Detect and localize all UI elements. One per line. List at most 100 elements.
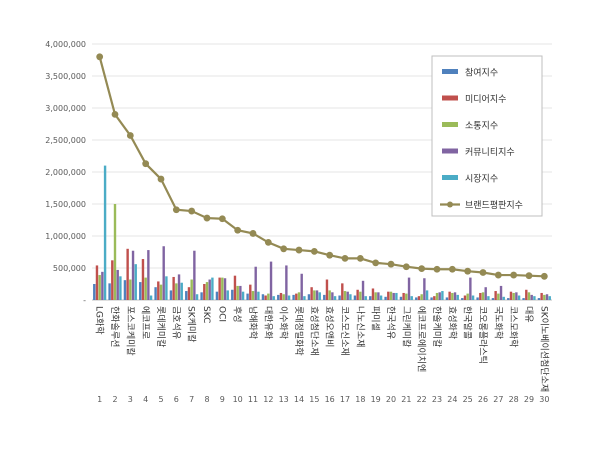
legend-label: 미디어지수 bbox=[465, 94, 506, 105]
brand-index-point bbox=[295, 246, 303, 254]
bar bbox=[103, 165, 107, 300]
bar bbox=[420, 294, 423, 300]
category-label: SKC bbox=[201, 306, 211, 323]
bar bbox=[487, 296, 490, 300]
bar bbox=[157, 281, 160, 300]
bar bbox=[338, 295, 341, 300]
bar bbox=[272, 296, 275, 300]
bar bbox=[356, 289, 359, 300]
brand-index-point bbox=[494, 271, 502, 279]
bar bbox=[159, 284, 163, 300]
bar bbox=[466, 293, 469, 300]
rank-label: 24 bbox=[447, 395, 457, 404]
bar bbox=[333, 296, 337, 300]
bar bbox=[119, 276, 122, 300]
bar bbox=[494, 291, 497, 300]
category-label: 롯데정밀화학 bbox=[293, 306, 305, 356]
bar bbox=[527, 292, 531, 300]
bar bbox=[241, 291, 245, 300]
bar bbox=[236, 285, 239, 300]
legend-label: 브랜드평판지수 bbox=[465, 200, 523, 211]
bar bbox=[540, 292, 543, 300]
brand-index-point bbox=[203, 214, 211, 222]
rank-label: 23 bbox=[432, 395, 442, 404]
category-label: 대한유화 bbox=[262, 306, 273, 339]
category-label: 한솔케미칼 bbox=[431, 306, 442, 347]
brand-index-point bbox=[356, 255, 364, 262]
bar bbox=[139, 282, 142, 300]
bar bbox=[377, 292, 380, 300]
brand-index-point bbox=[387, 260, 395, 268]
bar bbox=[325, 279, 329, 300]
bar bbox=[533, 296, 536, 300]
brand-index-point bbox=[157, 175, 165, 183]
bar bbox=[175, 283, 178, 300]
bar bbox=[93, 284, 96, 300]
bar bbox=[433, 296, 436, 300]
bar bbox=[415, 297, 418, 300]
brand-index-point bbox=[218, 215, 226, 223]
bar bbox=[226, 290, 229, 300]
legend-swatch bbox=[442, 69, 458, 74]
rank-label: 14 bbox=[294, 395, 304, 404]
brand-index-point bbox=[126, 132, 134, 139]
bar bbox=[211, 277, 214, 300]
category-label: 코오롱플라스틱 bbox=[477, 306, 489, 364]
legend-swatch bbox=[442, 175, 458, 180]
bar bbox=[251, 291, 255, 300]
bar bbox=[108, 283, 111, 300]
bar bbox=[313, 290, 316, 300]
category-label: 그린케미칼 bbox=[400, 306, 411, 347]
bar bbox=[249, 284, 252, 300]
bar bbox=[417, 296, 421, 300]
category-label: 효성오앤비 bbox=[324, 306, 335, 347]
rank-label: 5 bbox=[158, 395, 163, 404]
bar bbox=[349, 294, 352, 300]
category-label: 국도화학 bbox=[492, 306, 503, 339]
rank-label: 17 bbox=[340, 395, 350, 404]
category-label: 후성 bbox=[232, 306, 243, 323]
brand-index-line bbox=[96, 53, 548, 280]
category-label: 나노신소재 bbox=[354, 306, 365, 347]
bar bbox=[200, 292, 203, 300]
bar bbox=[149, 295, 153, 300]
bar bbox=[502, 296, 505, 300]
bar bbox=[123, 280, 127, 300]
rank-label: 28 bbox=[509, 395, 519, 404]
brand-index-point bbox=[111, 111, 119, 118]
rank-label: 3 bbox=[128, 395, 133, 404]
bar bbox=[392, 292, 395, 300]
bar bbox=[469, 277, 472, 300]
y-tick-label: 1,000,000 bbox=[45, 232, 86, 241]
bar bbox=[517, 295, 521, 300]
y-tick-label: 2,500,000 bbox=[45, 136, 86, 145]
bar bbox=[479, 292, 482, 300]
category-label: 한국알콜 bbox=[462, 306, 473, 339]
rank-label: 25 bbox=[463, 395, 473, 404]
bar bbox=[530, 294, 533, 300]
category-label: 파미셀 bbox=[370, 306, 381, 331]
brand-index-point bbox=[280, 245, 288, 253]
bar bbox=[410, 296, 413, 300]
bar bbox=[435, 292, 439, 300]
bar bbox=[180, 282, 183, 300]
bar bbox=[300, 273, 303, 300]
bar bbox=[545, 294, 549, 300]
bar bbox=[261, 294, 265, 300]
brand-index-point bbox=[234, 226, 242, 234]
bar bbox=[374, 292, 377, 300]
rank-label: 15 bbox=[309, 395, 319, 404]
rank-label: 4 bbox=[143, 395, 148, 404]
bar bbox=[144, 277, 147, 300]
rank-label: 6 bbox=[174, 395, 179, 404]
legend-swatch bbox=[442, 122, 458, 127]
brand-index-point bbox=[525, 272, 533, 280]
rank-label: 12 bbox=[263, 395, 273, 404]
rank-label: 1 bbox=[97, 395, 102, 404]
y-tick-label: 1,500,000 bbox=[45, 200, 86, 209]
category-label: SK케미칼 bbox=[186, 306, 197, 342]
brand-index-point bbox=[341, 255, 349, 262]
bar bbox=[169, 290, 173, 300]
rank-label: 10 bbox=[233, 395, 243, 404]
category-label: LG화학 bbox=[94, 306, 105, 335]
